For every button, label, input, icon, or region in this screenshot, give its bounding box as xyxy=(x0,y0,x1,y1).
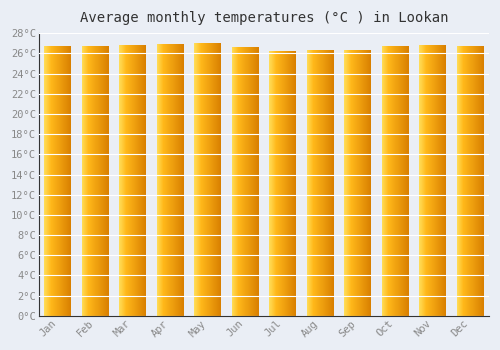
Title: Average monthly temperatures (°C ) in Lookan: Average monthly temperatures (°C ) in Lo… xyxy=(80,11,448,25)
